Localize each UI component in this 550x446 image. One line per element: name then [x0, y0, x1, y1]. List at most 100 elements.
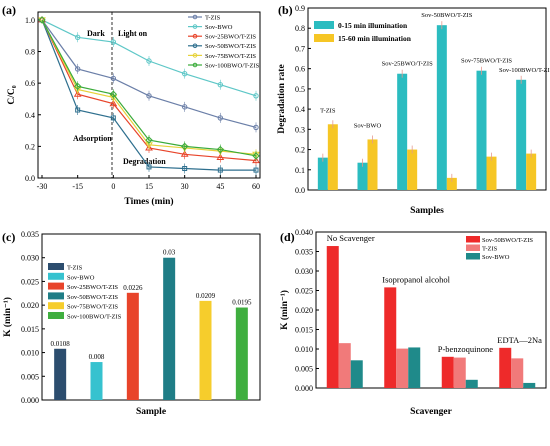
- panel-d-y-tick-label: 0.025: [295, 287, 313, 296]
- panel-d-bar: [465, 379, 478, 388]
- panel-d-legend-swatch: [466, 236, 480, 243]
- panel-a-point: [253, 93, 259, 99]
- panel-c-y-tick-label: 0.030: [21, 254, 39, 263]
- panel-b-legend: 0-15 min illumination 15-60 min illuminat…: [314, 21, 412, 43]
- panel-d-legend-label: T-ZIS: [482, 246, 498, 253]
- panel-a-point: [110, 115, 116, 121]
- panel-d-x-label: Scavenger: [410, 407, 452, 417]
- panel-b-y-tick-label: 0.9: [295, 4, 305, 13]
- panel-a-point: [252, 152, 260, 160]
- panel-b-y-label: Degradation rate: [277, 64, 287, 133]
- panel-c-legend-label: T-ZIS: [67, 265, 83, 272]
- panel-a-y-tick-label: 0.4: [25, 111, 35, 120]
- panel-a-y-tick-label: 0.6: [25, 79, 35, 88]
- panel-a-legend-label: Sov-100BWO/T-ZIS: [205, 62, 260, 69]
- panel-d-bar: [523, 382, 536, 388]
- panel-d-bar: [396, 348, 409, 388]
- panel-c-bar: [235, 307, 248, 400]
- panel-b-bar: [436, 25, 447, 190]
- panel-d-legend-label: Sov-BWO: [482, 254, 510, 261]
- panel-d-y-tick-label: 0.015: [295, 326, 313, 335]
- panel-d-category-label: Isopropanol alcohol: [382, 274, 450, 284]
- panel-a-point: [73, 90, 82, 97]
- panel-a-point: [74, 66, 81, 72]
- panel-d-legend-label: Sov-50BWO/T-ZIS: [482, 237, 533, 244]
- panel-c-y-tick-label: 0.020: [21, 301, 39, 310]
- panel-b-legend-label: 0-15 min illumination: [338, 21, 408, 30]
- panel-d-category-label: P-benzoquinone: [438, 344, 493, 354]
- panel-a-legend-label: Sov-50BWO/T-ZIS: [205, 43, 256, 50]
- panel-c-legend-swatch: [48, 312, 64, 319]
- annotation-light-on: Light on: [118, 29, 148, 38]
- panel-a-point: [216, 145, 225, 154]
- panel-d-category-label: No Scavenger: [327, 233, 375, 243]
- panel-c-data-label: 0.03: [163, 249, 176, 257]
- panel-a-point: [75, 107, 81, 113]
- panel-b-bar: [367, 139, 378, 190]
- panel-c-bars: 0.0108 0.008 0.0226 0.03 0.0209 0.0195: [51, 249, 252, 400]
- panel-a-point: [217, 115, 224, 121]
- panel-a-line-chart: (a) -30 -15 0 15 30 45 60 0.0 0.2 0.4 0.6 0.8 1.0 D…: [2, 3, 261, 207]
- panel-c-y-tick-label: 0.000: [21, 396, 39, 405]
- panel-a-point: [182, 166, 188, 172]
- panel-d-legend-swatch: [466, 253, 480, 260]
- panel-b-x-label: Samples: [410, 206, 444, 216]
- panel-c-bar: [54, 348, 67, 400]
- panel-c-data-label: 0.008: [89, 353, 105, 361]
- panel-b-bar-label: Sov-50BWO/T-ZIS: [421, 12, 472, 19]
- panel-b-bar: [446, 177, 457, 190]
- panel-d-legend-swatch: [466, 244, 480, 251]
- panel-c-legend-label: Sov-BWO: [67, 274, 95, 281]
- panel-d-bar: [453, 357, 466, 388]
- panel-a-x-tick-label: 45: [216, 182, 224, 191]
- panel-a-y-label: C/C₀: [7, 85, 17, 104]
- panel-b-bar: [486, 156, 497, 190]
- panel-a-x-label: Times (min): [124, 196, 173, 207]
- panel-c-bar: [199, 300, 212, 400]
- panel-a-point: [180, 142, 189, 151]
- panel-b-bar: [516, 79, 527, 190]
- panel-b-legend-label: 15-60 min illumination: [338, 34, 412, 43]
- panel-a-point: [181, 70, 188, 77]
- panel-b-bar: [476, 70, 487, 190]
- panel-c-data-label: 0.0226: [123, 284, 143, 292]
- panel-c-bar: [163, 257, 176, 400]
- panel-b-y-tick-label: 0.2: [295, 146, 305, 155]
- panel-a-point: [253, 167, 259, 173]
- panel-a-legend-marker: [192, 33, 198, 39]
- panel-a-point: [181, 104, 188, 110]
- panel-a-point: [109, 90, 118, 98]
- panel-a-point: [252, 156, 260, 164]
- panel-c-legend-swatch: [48, 263, 64, 270]
- panel-d-category-label: EDTA—2Na: [497, 335, 542, 345]
- panel-d-bar: [441, 356, 454, 388]
- panel-b-y-tick-label: 0.7: [295, 44, 305, 53]
- panel-c-x-label: Sample: [136, 407, 166, 417]
- panel-b-bar: [317, 157, 328, 190]
- panel-b-bar-label: T-ZIS: [320, 107, 336, 114]
- panel-a-legend-marker: [192, 43, 198, 49]
- annotation-dark: Dark: [87, 29, 105, 38]
- panel-a-point: [253, 124, 259, 131]
- panel-b-bar-label: Sov-BWO: [354, 122, 382, 129]
- panel-a-point: [145, 143, 153, 151]
- panel-b-bar-label: Sov-100BWO/T-ZIS: [499, 67, 550, 74]
- panel-b-y-tick-label: 0.0: [295, 186, 305, 195]
- panel-a-label: (a): [2, 3, 16, 17]
- panel-a-y-tick-label: 0.0: [25, 174, 35, 183]
- annotation-adsorption: Adsorption: [73, 134, 112, 143]
- panel-a-point: [146, 164, 152, 170]
- panel-a-series: [38, 15, 260, 176]
- panel-b-bar-label: Sov-25BWO/T-ZIS: [382, 61, 433, 68]
- panel-c-legend-swatch: [48, 302, 64, 310]
- panel-a-point: [38, 17, 46, 24]
- panel-a-point: [110, 75, 117, 82]
- panel-b-bar: [397, 73, 408, 190]
- panel-d-bar: [384, 287, 397, 388]
- panel-d-y-tick-label: 0.040: [295, 228, 313, 237]
- panel-c-legend-label: Sov-100BWO/T-ZIS: [67, 314, 122, 321]
- panel-a-y-tick-label: 0.8: [25, 48, 35, 57]
- panel-b-y-tick-label: 0.3: [295, 125, 305, 134]
- panel-d-bars: No Scavenger Isopropanol alcohol P-benzoqu…: [326, 233, 542, 388]
- panel-c-legend-swatch: [48, 272, 64, 280]
